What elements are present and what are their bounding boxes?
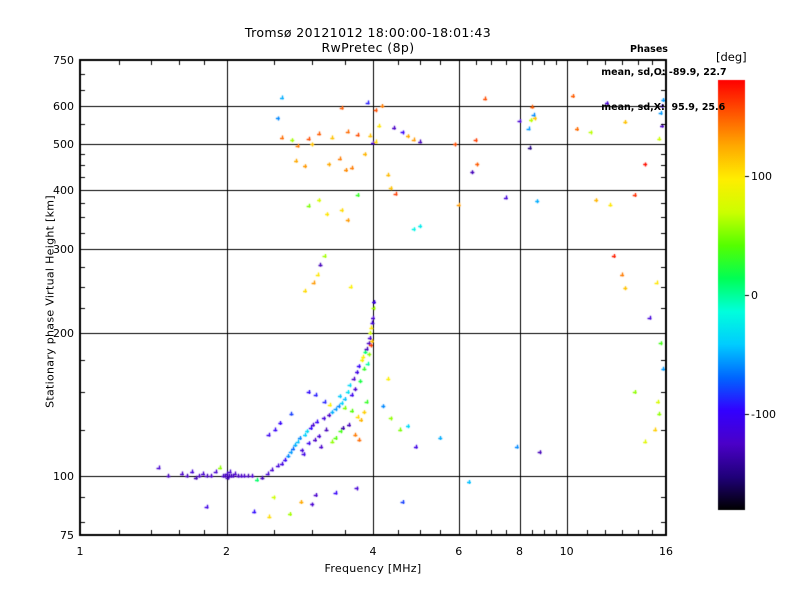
x-tick-label: 10	[559, 545, 574, 558]
colorbar-tick-label: -100	[751, 408, 776, 422]
colorbar-tick-label: 100	[751, 169, 772, 183]
x-tick-label: 8	[516, 545, 523, 558]
colorbar-unit-label: [deg]	[716, 50, 747, 64]
y-axis-label: Stationary phase Virtual Height [km]	[43, 195, 57, 408]
x-tick-label: 1	[76, 545, 84, 558]
stats-heading: Phases	[630, 44, 668, 55]
plot-title-line1: Tromsø 20121012 18:00:00-18:01:43	[244, 25, 492, 40]
y-tick-label: 400	[53, 183, 74, 197]
x-tick-label: 6	[455, 545, 463, 558]
x-axis-label: Frequency [MHz]	[324, 562, 422, 575]
y-tick-label: 300	[53, 243, 74, 257]
plot-subtitle-line2: RwPretec (8p)	[321, 40, 415, 55]
stats-line-o: mean, sd,O: -89.9, 22.7	[601, 67, 727, 78]
y-tick-label: 750	[53, 54, 74, 67]
y-tick-label: 100	[53, 469, 74, 483]
x-tick-label: 16	[659, 545, 673, 558]
y-tick-label: 600	[53, 100, 74, 114]
stats-line-x: mean, sd,X: 95.9, 25.6	[601, 101, 726, 113]
y-tick-label: 500	[53, 137, 74, 151]
y-tick-label: 200	[53, 326, 74, 340]
colorbar-tick-label: 0	[751, 289, 758, 302]
x-tick-label: 4	[369, 545, 377, 558]
y-tick-label: 75	[60, 529, 74, 542]
phase-statistics-block: Phases mean, sd,O: -89.9, 22.7 mean, sd,…	[588, 21, 727, 125]
x-tick-label: 2	[223, 545, 230, 558]
